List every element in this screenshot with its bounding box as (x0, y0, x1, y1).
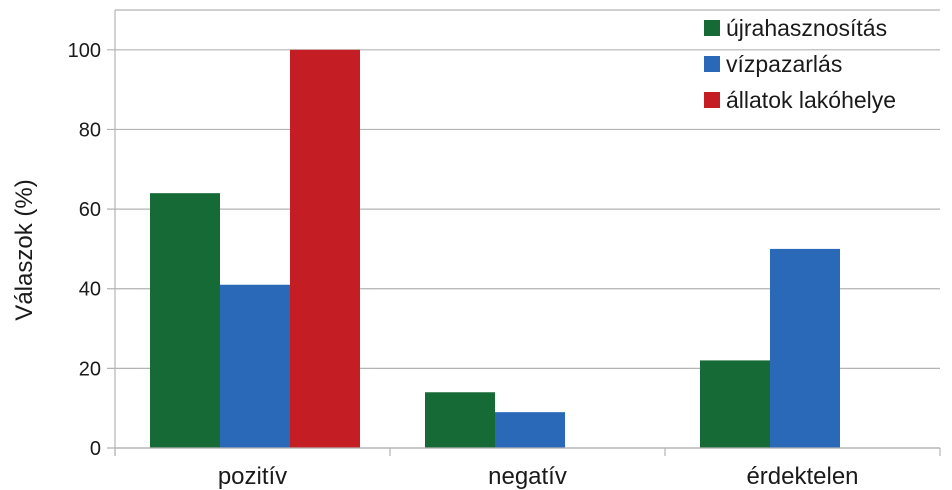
y-tick-label: 100 (68, 40, 101, 62)
y-axis-title: Válaszok (%) (11, 179, 38, 320)
x-category-labels: pozitív negatív érdektelen (218, 463, 859, 490)
legend: újrahasznosítás vízpazarlás állatok lakóhe… (704, 15, 896, 113)
y-tick-label: 60 (79, 199, 101, 221)
bar (700, 360, 770, 448)
x-category-label: negatív (488, 463, 567, 490)
bars (150, 49, 840, 449)
legend-swatch (704, 20, 720, 36)
bar (150, 193, 220, 448)
y-tick-label: 40 (79, 279, 101, 301)
legend-label: újrahasznosítás (726, 15, 887, 41)
bar (425, 392, 495, 448)
legend-swatch (704, 92, 720, 108)
legend-label: vízpazarlás (726, 51, 842, 77)
y-tick-label: 80 (79, 119, 101, 141)
axes (114, 10, 941, 456)
bar (220, 284, 290, 448)
y-tick-labels: 0 20 40 60 80 100 (68, 40, 101, 460)
bar (290, 49, 360, 449)
y-tick-label: 20 (79, 358, 101, 380)
x-category-label: érdektelen (746, 463, 858, 490)
y-tick-label: 0 (90, 438, 101, 460)
x-category-label: pozitív (218, 463, 287, 490)
legend-label: állatok lakóhelye (726, 87, 896, 113)
legend-swatch (704, 56, 720, 72)
bar (770, 248, 840, 448)
bar (495, 412, 565, 448)
